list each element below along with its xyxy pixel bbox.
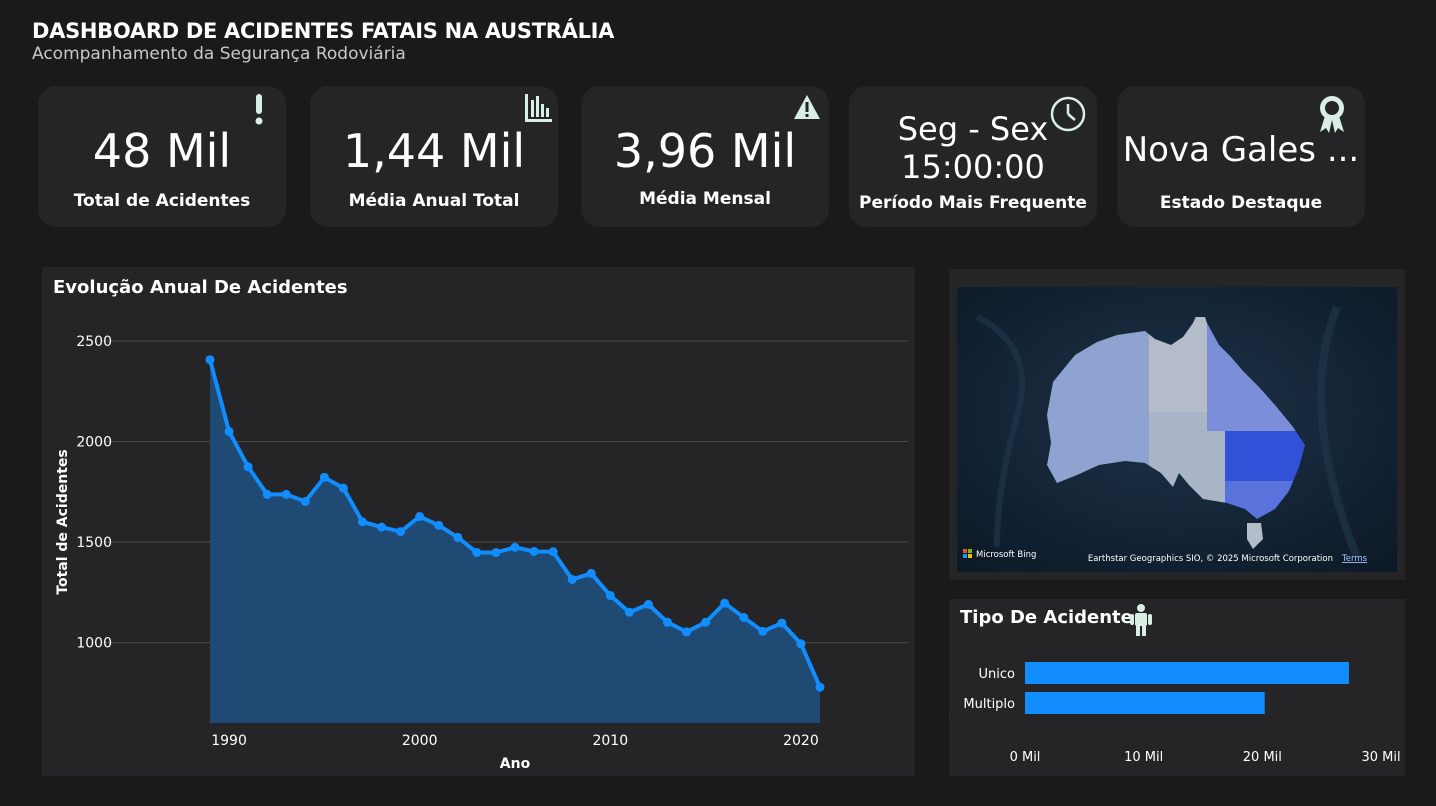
y-axis-label: Total de Acidentes <box>55 449 71 594</box>
data-point <box>434 520 444 530</box>
y-tick-label: 2500 <box>76 334 112 350</box>
data-point <box>491 548 501 558</box>
data-point <box>796 639 806 649</box>
data-point <box>300 496 310 506</box>
bar-chart-title: Tipo De Acidente <box>960 607 1133 628</box>
kpi-label: Média Anual Total <box>348 191 520 211</box>
bar <box>1025 662 1349 684</box>
clock-icon <box>1050 96 1086 132</box>
exclamation-icon <box>255 94 263 125</box>
x-tick-label: 2010 <box>592 733 628 749</box>
line-chart-panel: Evolução Anual De Acidentes 1000 1500 2000… <box>42 267 915 776</box>
data-point <box>224 426 234 436</box>
kpi-card-media-anual[interactable]: 1,44 Mil Média Anual Total <box>310 86 558 227</box>
data-point <box>758 626 768 636</box>
map-panel: Microsoft Bing Earthstar Geographics SIO… <box>949 269 1405 580</box>
data-point <box>472 548 482 558</box>
australia-map[interactable]: Microsoft Bing Earthstar Geographics SIO… <box>957 287 1397 572</box>
kpi-value: 3,96 Mil <box>613 124 797 178</box>
kpi-value: 1,44 Mil <box>342 124 526 178</box>
data-point <box>701 617 711 627</box>
data-point <box>510 542 520 552</box>
area-fill <box>210 359 820 723</box>
kpi-label: Média Mensal <box>639 189 771 209</box>
x-tick-label: 0 Mil <box>1010 750 1041 765</box>
line-chart[interactable]: 1000 1500 2000 2500 1990 2000 2010 2020 Ano Total… <box>42 267 915 776</box>
data-point <box>548 547 558 557</box>
data-point <box>396 527 406 537</box>
map-brand: Microsoft Bing <box>976 550 1036 560</box>
line-chart-title: Evolução Anual De Acidentes <box>53 277 348 298</box>
data-point <box>358 517 367 527</box>
data-point <box>529 547 539 557</box>
kpi-card-estado-destaque[interactable]: Nova Gales ... Estado Destaque <box>1117 86 1365 227</box>
data-point <box>586 568 596 578</box>
x-tick-label: 2000 <box>402 733 438 749</box>
kpi-value-time: 15:00:00 <box>901 148 1045 186</box>
x-tick-label: 1990 <box>211 733 247 749</box>
kpi-value: Nova Gales ... <box>1122 130 1360 170</box>
kpi-label: Período Mais Frequente <box>859 193 1087 213</box>
data-point <box>739 612 749 622</box>
bar <box>1025 692 1265 714</box>
y-tick-label: 1500 <box>76 535 112 551</box>
data-point <box>205 355 215 365</box>
map-terms-link[interactable]: Terms <box>1341 554 1368 564</box>
data-point <box>338 483 348 493</box>
data-point <box>319 472 329 482</box>
data-point <box>663 617 672 627</box>
bar-chart-icon <box>525 94 552 122</box>
data-point <box>262 489 272 499</box>
kpi-label: Estado Destaque <box>1159 193 1323 213</box>
data-point <box>243 462 253 472</box>
data-point <box>720 598 730 608</box>
region-new-south-wales[interactable] <box>1225 431 1315 481</box>
x-tick-label: 20 Mil <box>1243 750 1282 765</box>
kpi-card-periodo-frequente[interactable]: Seg - Sex 15:00:00 Período Mais Frequent… <box>849 86 1097 227</box>
category-label: Multiplo <box>963 697 1015 712</box>
data-point <box>281 489 291 499</box>
category-label: Unico <box>979 667 1016 682</box>
award-icon <box>1320 96 1344 133</box>
page-subtitle: Acompanhamento da Segurança Rodoviária <box>32 44 406 64</box>
kpi-card-total-acidentes[interactable]: 48 Mil Total de Acidentes <box>38 86 286 227</box>
data-point <box>682 627 692 637</box>
y-tick-label: 1000 <box>76 636 112 652</box>
person-icon <box>1130 604 1152 636</box>
kpi-label: Total de Acidentes <box>73 191 251 211</box>
warning-icon <box>794 95 820 119</box>
x-tick-label: 30 Mil <box>1361 750 1400 765</box>
x-tick-label: 2020 <box>783 733 819 749</box>
y-axis-label: Tipo Acidente <box>949 655 952 724</box>
x-tick-label: 10 Mil <box>1124 750 1163 765</box>
kpi-value-days: Seg - Sex <box>897 110 1049 148</box>
data-point <box>567 574 577 584</box>
region-tasmania[interactable] <box>1247 523 1263 549</box>
data-point <box>415 512 425 522</box>
data-point <box>815 682 825 692</box>
map-attribution: Earthstar Geographics SIO, © 2025 Micros… <box>1088 554 1333 564</box>
kpi-value: 48 Mil <box>92 124 232 178</box>
kpi-card-media-mensal[interactable]: 3,96 Mil Média Mensal <box>581 86 829 227</box>
page-title: DASHBOARD DE ACIDENTES FATAIS NA AUSTRÁL… <box>32 19 615 43</box>
header: DASHBOARD DE ACIDENTES FATAIS NA AUSTRÁL… <box>32 18 614 64</box>
y-tick-label: 2000 <box>76 435 112 451</box>
data-point <box>377 522 387 532</box>
data-point <box>777 618 787 628</box>
x-axis-label: Ano <box>500 756 531 772</box>
data-point <box>453 532 463 542</box>
data-point <box>605 591 615 601</box>
data-point <box>624 607 634 617</box>
microsoft-logo-icon <box>963 549 972 558</box>
data-point <box>643 599 653 609</box>
bar-chart-panel: Tipo De Acidente Unico Multiplo 0 Mil 10 Mi… <box>949 599 1405 776</box>
